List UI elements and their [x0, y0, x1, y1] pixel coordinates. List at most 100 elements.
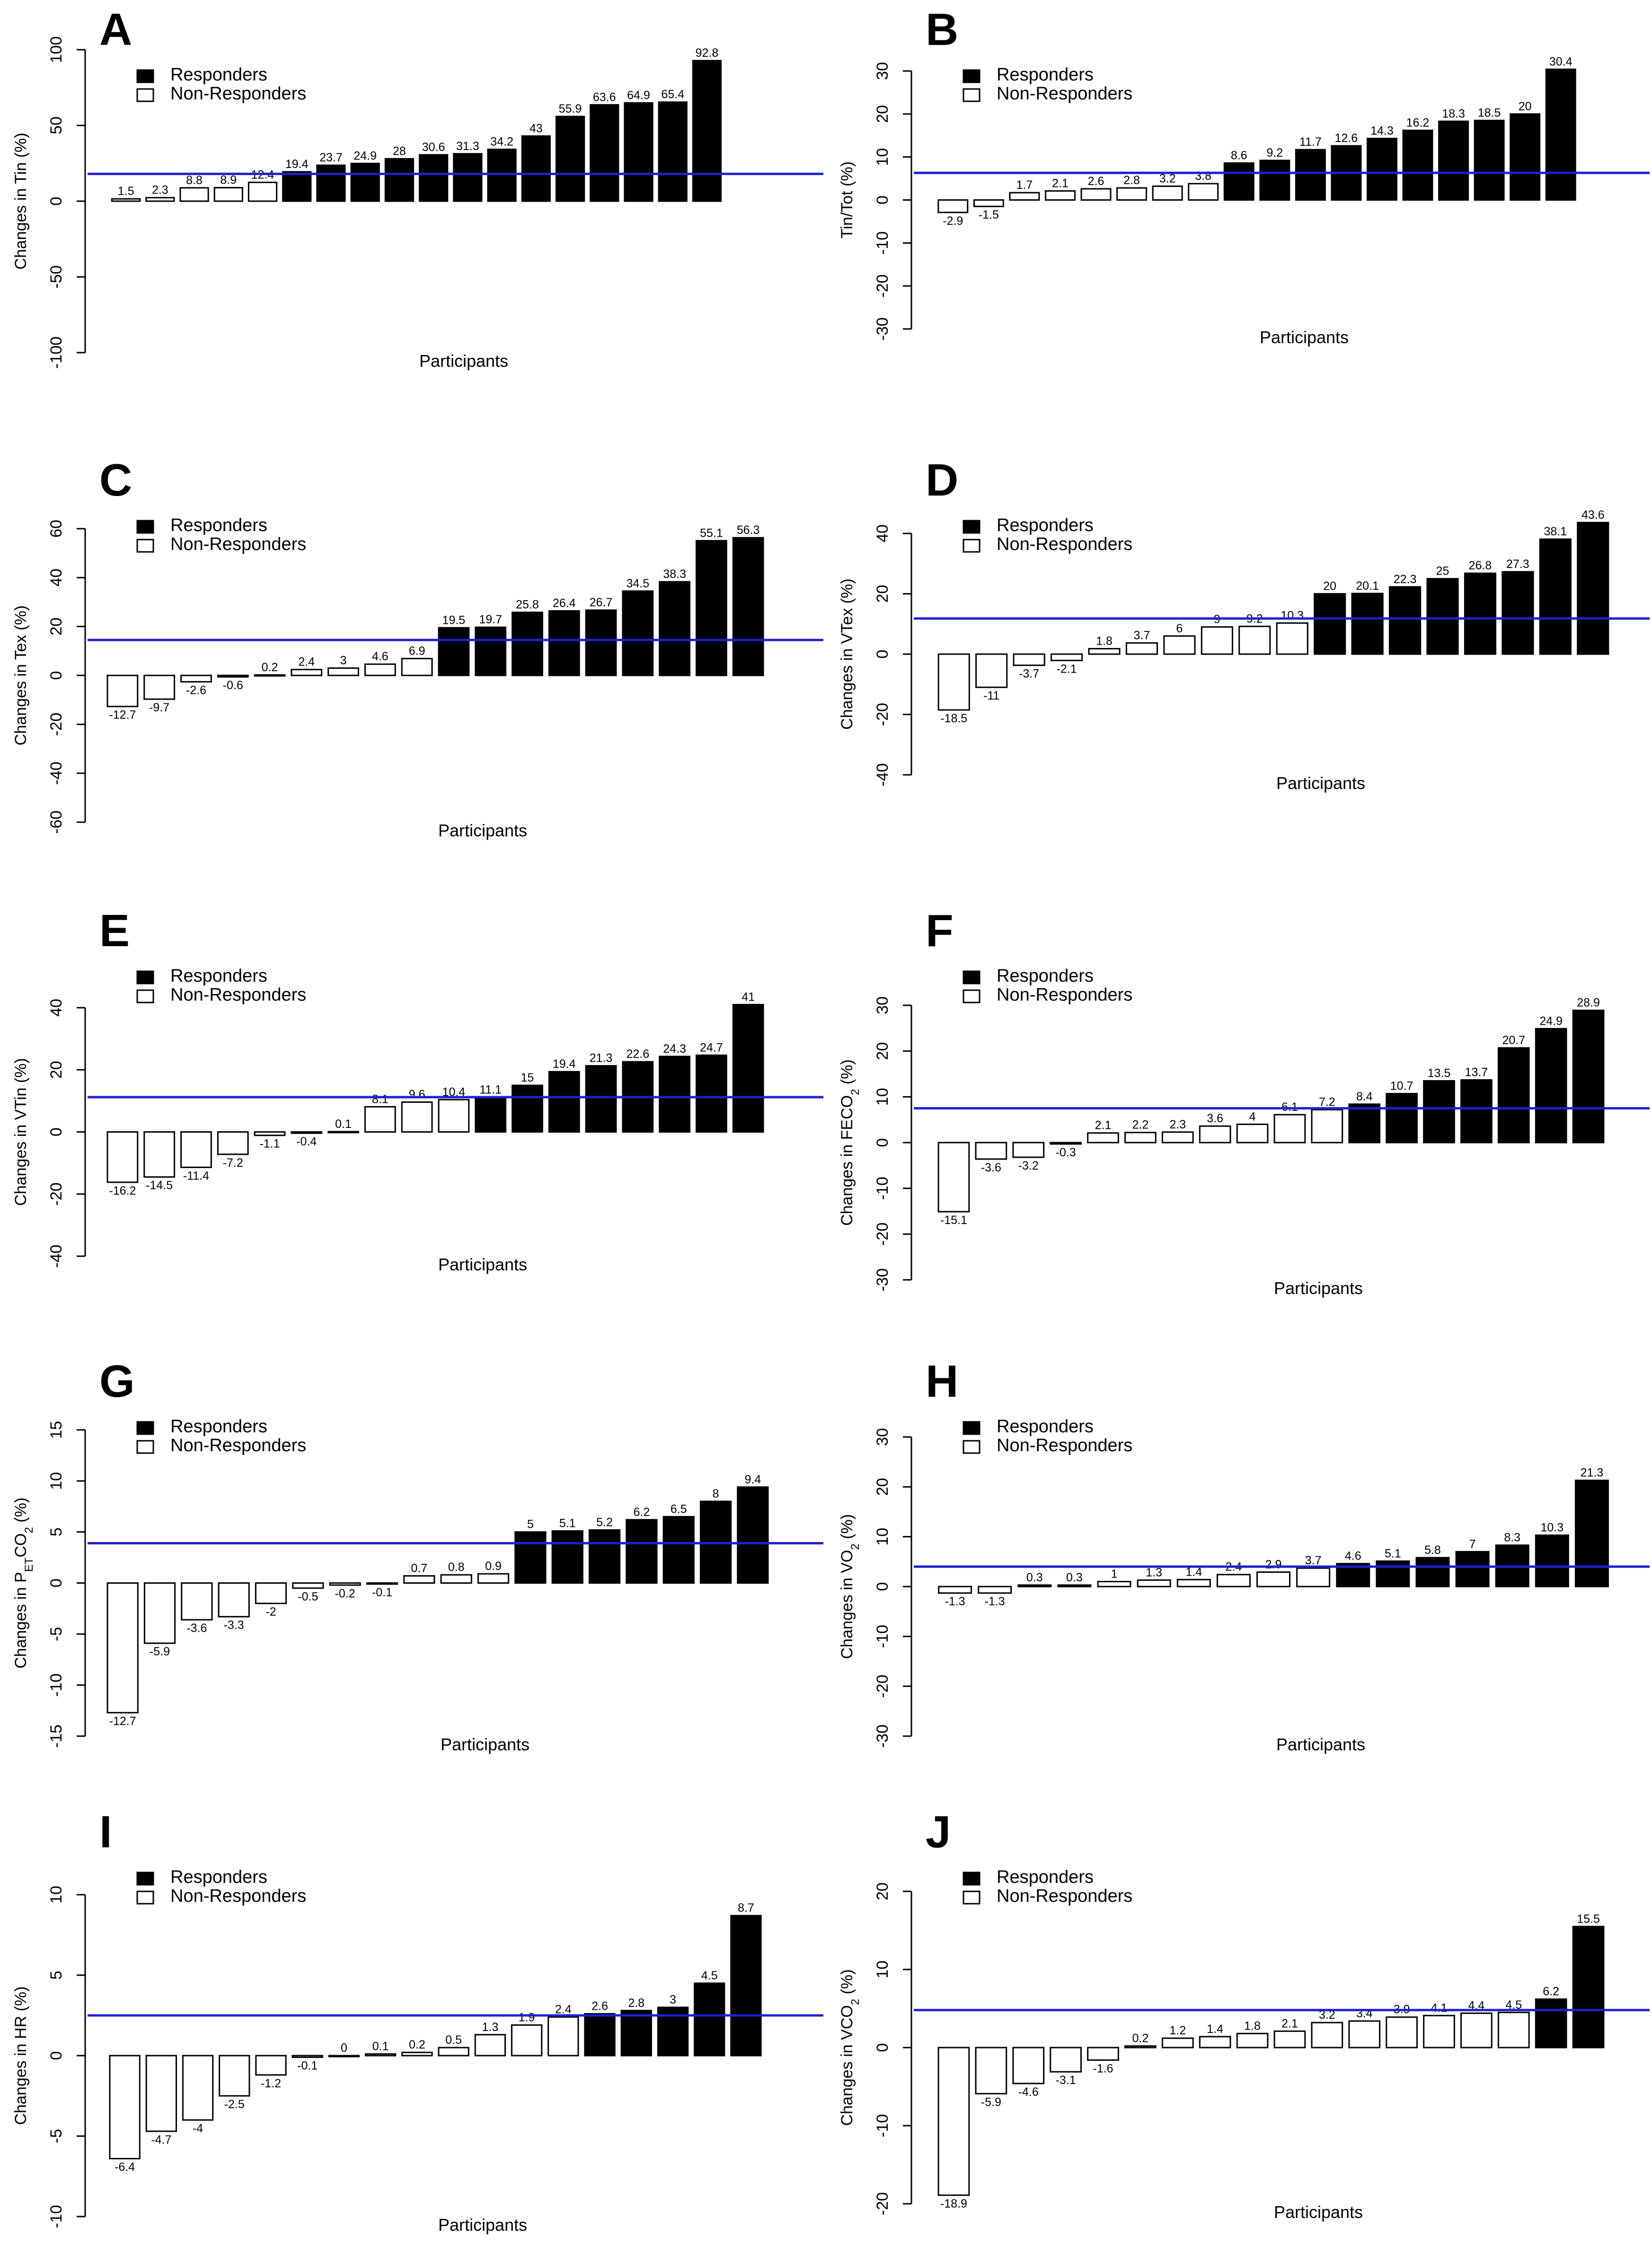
- bar-responder: [551, 1530, 583, 1584]
- bar-value-label: 0.8: [448, 1561, 465, 1574]
- x-axis-label: Participants: [419, 351, 508, 371]
- chart-panel-i: I -10 -5 0 5 10 Changes in HR (%) Participants -…: [0, 1802, 826, 2253]
- panel-letter: H: [926, 1356, 958, 1407]
- y-tick-label: -40: [47, 1244, 65, 1268]
- panel-letter: B: [926, 4, 958, 55]
- bar-non-responder: [474, 2034, 506, 2057]
- bar-value-label: 0.2: [409, 2038, 425, 2051]
- bar-value-label: 25: [1436, 565, 1449, 578]
- bar-non-responder: [180, 1131, 212, 1168]
- bar-responder: [1545, 68, 1576, 201]
- chart-panel-e: E -40 -20 0 20 40 Changes in VTin (%) Participa…: [0, 901, 826, 1352]
- y-tick-label: -10: [874, 1625, 892, 1648]
- bar-value-label: -9.7: [149, 701, 169, 714]
- bar-non-responder: [182, 2055, 214, 2121]
- bar-value-label: 25.8: [516, 598, 539, 612]
- bar-value-label: 1: [1111, 1567, 1118, 1580]
- bar-value-label: 41: [742, 990, 755, 1003]
- y-tick-label: -100: [47, 337, 65, 369]
- bar-non-responder: [1216, 1574, 1251, 1588]
- bar-value-label: 19.7: [479, 613, 502, 626]
- bar-responder: [1423, 1080, 1455, 1144]
- bar-responder: [1223, 162, 1254, 201]
- bar-non-responder: [440, 1574, 472, 1584]
- bar-non-responder: [1124, 2045, 1157, 2049]
- x-axis-label: Participants: [438, 1255, 527, 1274]
- bar-value-label: 10.3: [1540, 1521, 1564, 1535]
- legend-label-non-responders: Non-Responders: [170, 534, 306, 554]
- bar-non-responder: [1163, 635, 1196, 655]
- bar-non-responder: [1009, 192, 1040, 201]
- panel-letter: F: [926, 905, 954, 956]
- bar-responder: [1460, 1079, 1493, 1144]
- bar-value-label: 24.9: [353, 149, 377, 162]
- bar-value-label: 3.7: [1305, 1554, 1322, 1567]
- bar-non-responder: [1087, 1132, 1119, 1144]
- bar-responder: [1539, 538, 1572, 655]
- bar-non-responder: [106, 1131, 139, 1183]
- bar-non-responder: [329, 1582, 361, 1586]
- bar-responder: [1535, 1998, 1567, 2049]
- bar-responder: [1415, 1557, 1450, 1588]
- bar-responder: [622, 590, 654, 676]
- bar-value-label: 2.1: [1095, 1119, 1112, 1132]
- panel-letter: J: [926, 1807, 951, 1857]
- y-tick-label: 40: [47, 568, 65, 586]
- bar-value-label: 1.3: [482, 2021, 498, 2034]
- y-tick-label: -15: [47, 1724, 65, 1747]
- bar-value-label: -0.6: [223, 679, 243, 692]
- bar-non-responder: [327, 1131, 359, 1134]
- bar-non-responder: [1311, 1109, 1343, 1144]
- bar-value-label: 31.3: [456, 140, 479, 153]
- bar-non-responder: [938, 1586, 972, 1594]
- bar-non-responder: [255, 1582, 287, 1605]
- bar-value-label: 1.4: [1207, 2022, 1223, 2036]
- bar-value-label: -0.4: [296, 1135, 317, 1148]
- bar-value-label: -5.9: [150, 1645, 170, 1659]
- legend-swatch-non-responders: [136, 989, 154, 1003]
- bar-value-label: 5.2: [596, 1516, 613, 1529]
- bar-non-responder: [145, 2055, 177, 2132]
- bar-non-responder: [292, 1582, 324, 1589]
- y-tick-label: 0: [874, 1138, 892, 1147]
- y-tick-label: -10: [47, 2205, 65, 2228]
- bar-non-responder: [1080, 188, 1112, 201]
- bar-value-label: 11.1: [479, 1083, 502, 1097]
- bar-value-label: 30.4: [1549, 55, 1572, 68]
- legend-label-responders: Responders: [997, 966, 1094, 986]
- bar-responder: [548, 610, 580, 676]
- bar-value-label: 22.6: [626, 1047, 649, 1061]
- bar-value-label: 1.7: [1016, 178, 1033, 192]
- bar-value-label: -2.6: [186, 683, 206, 697]
- bar-non-responder: [218, 1582, 250, 1618]
- bar-value-label: 1.2: [1169, 2024, 1186, 2037]
- bar-responder: [695, 1054, 727, 1133]
- bar-value-label: 5.8: [1424, 1543, 1441, 1557]
- bar-non-responder: [1137, 1579, 1171, 1588]
- bar-responder: [1366, 138, 1397, 201]
- y-axis-label: Changes in HR (%): [12, 1987, 30, 2125]
- bar-non-responder: [1097, 1580, 1131, 1588]
- y-axis-label: Changes in VCO2 (%): [838, 1969, 862, 2126]
- chart-panel-b: B -30 -20 -10 0 10 20 30 Tin/Tot (%) Participants…: [826, 0, 1652, 451]
- bar-value-label: 20: [1323, 580, 1336, 593]
- legend-label-responders: Responders: [997, 515, 1094, 535]
- bar-value-label: 9.2: [1266, 146, 1283, 160]
- bar-value-label: 18.5: [1478, 106, 1501, 119]
- bar-value-label: 8.8: [186, 174, 203, 187]
- bar-non-responder: [477, 1573, 510, 1584]
- bar-non-responder: [291, 1131, 323, 1134]
- bar-value-label: 23.7: [319, 151, 343, 164]
- y-tick-label: 20: [47, 1061, 65, 1079]
- y-tick-label: -10: [874, 1177, 892, 1200]
- bar-value-label: 6.9: [409, 644, 425, 657]
- bar-value-label: 2.8: [1123, 174, 1140, 187]
- bar-non-responder: [179, 187, 209, 202]
- bar-value-label: -18.9: [940, 2197, 967, 2210]
- bar-non-responder: [181, 1582, 213, 1621]
- bar-non-responder: [328, 2055, 360, 2058]
- bar-value-label: 3.6: [1207, 1112, 1223, 1125]
- bar-responder: [1497, 1047, 1530, 1144]
